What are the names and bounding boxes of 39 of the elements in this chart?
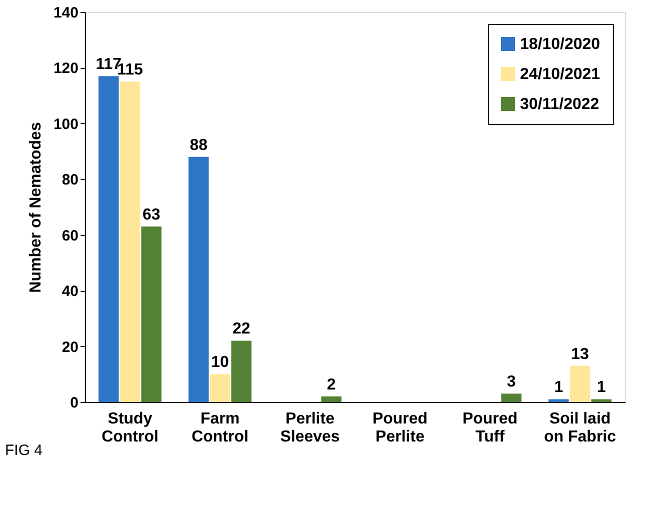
bar: [231, 340, 252, 402]
bar: [98, 76, 119, 402]
y-tick-label: 100: [53, 116, 78, 133]
x-tick-label: Soil laid on Fabric: [544, 410, 616, 446]
legend-label: 24/10/2021: [520, 66, 600, 83]
data-label: 3: [506, 374, 516, 391]
bar: [141, 226, 162, 402]
data-label: 1: [596, 379, 606, 396]
data-label: 10: [211, 354, 229, 372]
legend-label: 18/10/2020: [520, 36, 600, 53]
bar: [210, 374, 230, 402]
y-tick-label: 20: [62, 338, 78, 356]
data-label: 2: [326, 376, 336, 394]
bar: [188, 156, 209, 402]
y-tick-label: 0: [70, 394, 78, 412]
x-tick-label: Study Control: [102, 410, 158, 446]
y-axis-title: Number of Nematodes: [27, 122, 44, 293]
y-tick-label: 60: [62, 227, 78, 244]
bar: [570, 366, 590, 402]
legend-label: 30/11/2022: [520, 96, 600, 113]
x-tick-label: Poured Perlite: [372, 410, 428, 446]
data-label: 63: [142, 206, 160, 224]
y-tick-label: 80: [62, 172, 78, 189]
bar: [321, 396, 342, 402]
x-tick-label: Perlite Sleeves: [280, 410, 340, 446]
data-label: 1: [554, 379, 564, 396]
bar: [120, 82, 140, 402]
data-label: 88: [190, 136, 208, 154]
y-tick-label: 120: [53, 60, 78, 78]
caption: FIG 4: [5, 442, 43, 459]
y-tick-label: 140: [53, 4, 78, 22]
x-tick-label: Poured Tuff: [462, 410, 518, 446]
bar: [501, 394, 522, 402]
y-tick-label: 40: [62, 283, 78, 300]
bar: [548, 399, 569, 402]
data-label: 13: [571, 346, 589, 363]
bar: [591, 399, 612, 402]
data-label: 22: [232, 320, 250, 338]
x-tick-label: Farm Control: [192, 410, 248, 446]
